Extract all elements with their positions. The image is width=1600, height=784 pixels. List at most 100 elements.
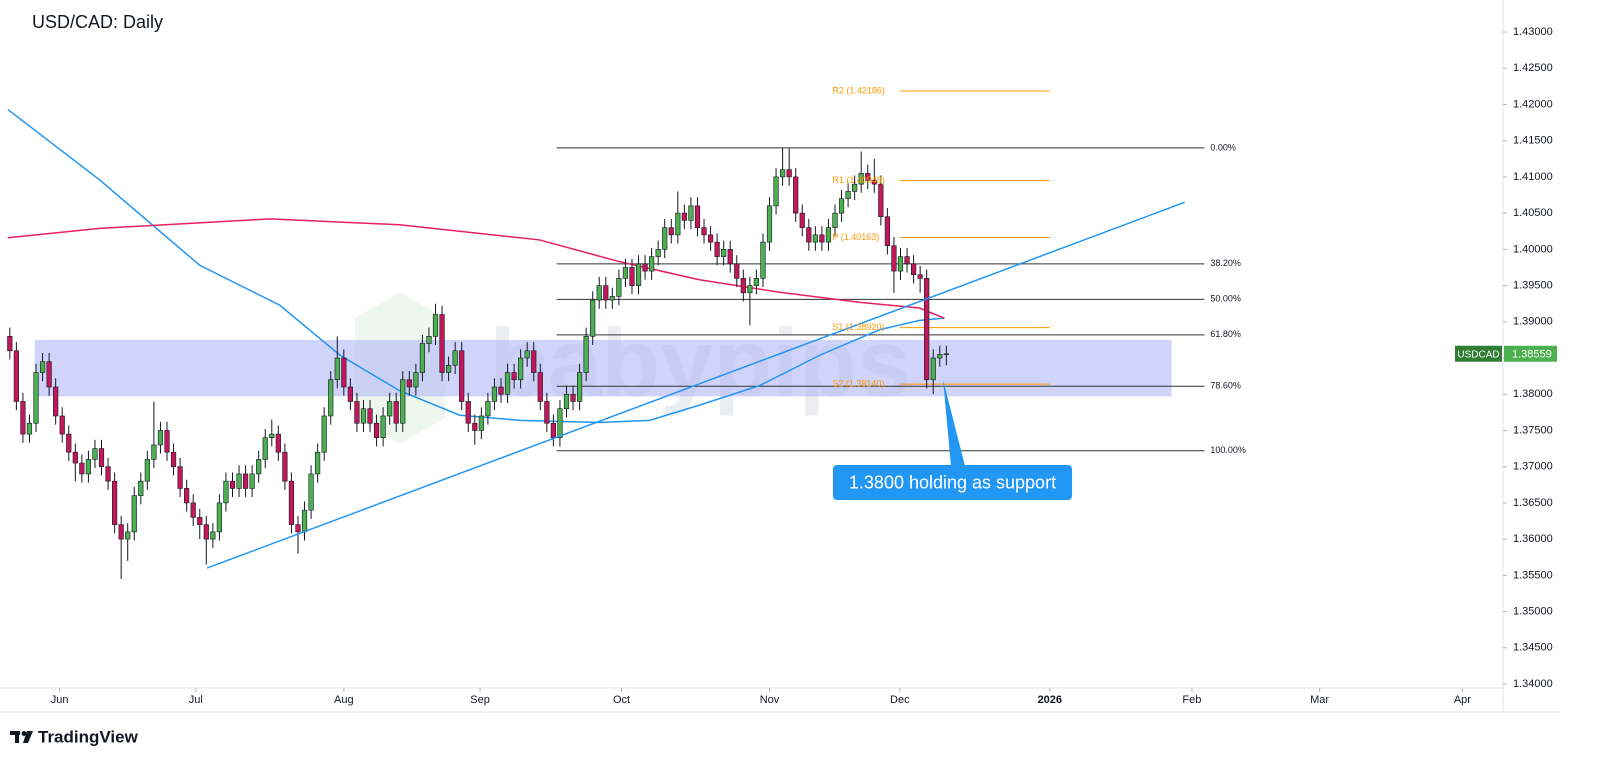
y-tick-label: 1.42500 — [1513, 62, 1553, 74]
candle-body — [400, 379, 406, 424]
candle-body — [806, 227, 812, 243]
candle-body — [360, 408, 367, 424]
candle-body — [308, 473, 314, 511]
candle-body — [937, 354, 943, 359]
candle-body — [432, 314, 439, 337]
candle-body — [33, 372, 39, 424]
y-tick-label: 1.35000 — [1513, 605, 1553, 617]
candle-body — [576, 372, 583, 402]
callout-text: 1.3800 holding as support — [849, 472, 1056, 492]
candle-body — [603, 285, 609, 301]
x-tick-label: Feb — [1182, 694, 1201, 706]
symbol-label: USDCAD — [1457, 349, 1499, 360]
candle-body — [897, 256, 904, 272]
candle-body — [766, 205, 773, 243]
symbol-tag — [1455, 345, 1502, 362]
y-tick-label: 1.35500 — [1513, 569, 1553, 581]
candle-body — [328, 379, 334, 417]
candle-body — [7, 335, 13, 352]
candle-body — [622, 267, 629, 279]
y-tick-label: 1.43000 — [1513, 26, 1553, 38]
candle-body — [118, 524, 124, 540]
y-tick-label: 1.40000 — [1513, 243, 1553, 255]
candle-body — [177, 466, 183, 489]
x-tick-label: Mar — [1310, 694, 1329, 706]
x-tick-label: Jul — [189, 694, 203, 706]
candle-body — [858, 172, 864, 185]
candle-body — [112, 480, 118, 525]
fib-label: 100.00% — [1210, 445, 1246, 455]
logo-part — [21, 731, 27, 736]
chart-title: USD/CAD: Daily — [32, 12, 163, 32]
candle-body — [406, 379, 412, 388]
candle-body — [878, 183, 884, 218]
candle-body — [419, 343, 426, 373]
candle-body — [780, 169, 786, 178]
fib-label: 78.60% — [1210, 381, 1241, 391]
candle-body — [773, 176, 779, 207]
x-tick-label: Nov — [760, 694, 780, 706]
candle-body — [465, 401, 471, 424]
candle-body — [216, 502, 222, 533]
candle-body — [26, 422, 33, 435]
candle-body — [98, 448, 105, 467]
candle-body — [144, 459, 150, 482]
candle-body — [184, 488, 190, 504]
candle-body — [413, 372, 419, 388]
candle-body — [910, 263, 917, 276]
candle-body — [557, 408, 563, 439]
candle-body — [786, 169, 792, 178]
candle-body — [819, 234, 825, 243]
candle-body — [884, 216, 890, 247]
candle-body — [838, 198, 845, 214]
y-tick-label: 1.39500 — [1513, 279, 1553, 291]
fib-label: 0.00% — [1210, 142, 1236, 152]
candle-body — [635, 263, 642, 286]
candle-body — [295, 524, 301, 533]
candle-body — [891, 245, 897, 272]
candle-body — [760, 241, 766, 279]
candle-body — [668, 227, 674, 236]
candle-body — [373, 422, 380, 439]
candle-body — [642, 263, 648, 272]
candle-body — [596, 285, 602, 301]
candle-body — [459, 350, 465, 402]
candle-body — [930, 357, 936, 381]
candle-body — [740, 278, 746, 294]
candle-body — [105, 466, 111, 482]
candle-body — [85, 459, 92, 475]
candle-body — [46, 361, 52, 388]
candle-body — [498, 386, 504, 395]
candle-body — [793, 176, 799, 214]
candle-body — [707, 234, 714, 243]
candle-body — [583, 335, 589, 373]
candle-body — [734, 263, 740, 279]
candle-body — [393, 401, 399, 424]
y-tick-label: 1.42000 — [1513, 98, 1553, 110]
candle-body — [301, 509, 308, 533]
candle-body — [504, 372, 511, 395]
candle-body — [275, 433, 281, 453]
candle-body — [20, 401, 26, 435]
candle-body — [229, 480, 236, 489]
candle-body — [262, 437, 268, 460]
fib-label: 38.20% — [1210, 258, 1241, 268]
candle-body — [39, 361, 46, 373]
y-tick-label: 1.40500 — [1513, 207, 1553, 219]
pivot-label: S1 (1.38920) — [832, 322, 884, 332]
candle-body — [544, 401, 550, 424]
last-price-label: 1.38559 — [1512, 349, 1552, 361]
candle-body — [387, 401, 393, 417]
y-tick-label: 1.41500 — [1513, 135, 1553, 147]
candle-body — [380, 415, 386, 439]
pivot-label: P (1.40163) — [832, 232, 879, 242]
x-tick-label: Dec — [890, 694, 910, 706]
candle-body — [72, 451, 78, 464]
candle-body — [832, 212, 838, 228]
brand-logo — [10, 731, 33, 743]
pivot-label: R2 (1.42186) — [832, 85, 885, 95]
candle-body — [701, 227, 707, 236]
candle-body — [531, 350, 537, 373]
candle-body — [367, 408, 373, 424]
x-tick-label: 2026 — [1038, 694, 1062, 706]
